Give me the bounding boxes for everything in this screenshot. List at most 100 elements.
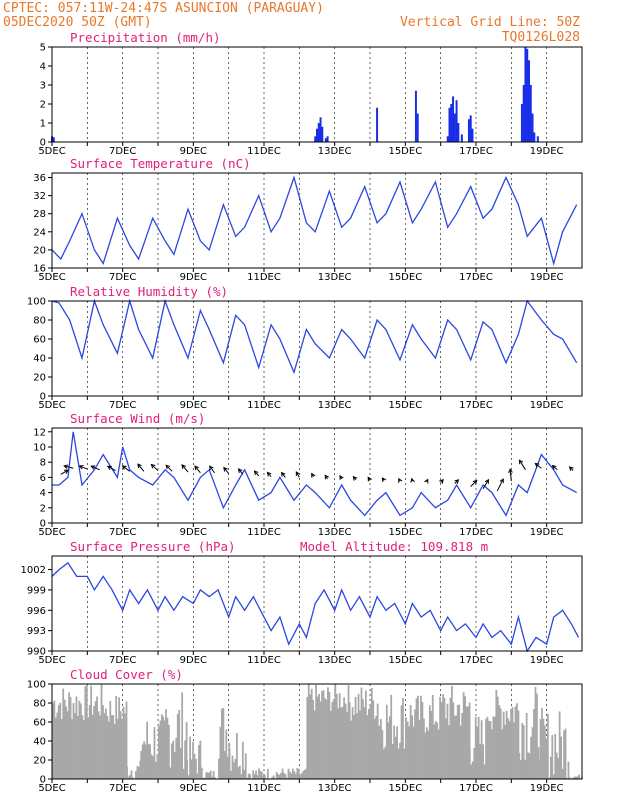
cloud-bar bbox=[53, 700, 56, 779]
wind-arrow bbox=[237, 468, 244, 475]
cloud-bar bbox=[427, 730, 430, 779]
y-tick-label: 24 bbox=[33, 227, 46, 238]
x-tick-label: 7DEC bbox=[109, 272, 136, 283]
cloud-bar bbox=[464, 696, 467, 779]
cloud-bar bbox=[496, 696, 499, 779]
cloud-bar bbox=[218, 758, 220, 779]
cloud-bar bbox=[184, 740, 186, 779]
cloud-bar bbox=[195, 758, 197, 779]
cloud-bar bbox=[474, 716, 477, 779]
cloud-bar bbox=[373, 718, 376, 779]
cloud-bar bbox=[102, 705, 104, 779]
wind-arrow-head bbox=[551, 464, 557, 470]
cloud-bar bbox=[87, 717, 90, 779]
cloud-bar bbox=[480, 720, 483, 779]
cloud-bar bbox=[380, 719, 382, 779]
cloud-bar bbox=[153, 727, 156, 779]
wind-arrow-head bbox=[137, 463, 142, 469]
cloud-bar bbox=[88, 705, 91, 779]
cloud-bar bbox=[272, 775, 275, 779]
wind-arrow-head bbox=[518, 459, 524, 465]
precip-bar bbox=[319, 117, 322, 142]
cloud-bar bbox=[234, 758, 237, 779]
wind-arrow-head bbox=[253, 470, 259, 476]
wind-arrow-shaft bbox=[509, 469, 512, 482]
cloud-bar bbox=[271, 776, 274, 779]
cloud-bar bbox=[557, 757, 560, 779]
x-tick-label: 19DEC bbox=[530, 783, 564, 794]
cloud-bar bbox=[99, 715, 101, 779]
cloud-bar bbox=[312, 699, 315, 779]
precip-bar bbox=[528, 60, 530, 142]
precip-bar bbox=[317, 123, 320, 142]
cloud-bar bbox=[502, 711, 505, 779]
cloud-bar bbox=[181, 692, 184, 779]
cloud-bar bbox=[94, 701, 97, 779]
cloud-bar bbox=[158, 725, 160, 779]
cloud-bar bbox=[318, 693, 320, 779]
cloud-bar bbox=[385, 704, 388, 779]
cloud-bar bbox=[473, 747, 476, 779]
cloud-bar bbox=[165, 709, 167, 779]
y-tick-label: 20 bbox=[33, 373, 46, 384]
cloud-bar bbox=[555, 752, 558, 779]
wind-arrow bbox=[60, 469, 69, 475]
cloud-bar bbox=[446, 703, 449, 779]
cloud-bar bbox=[116, 718, 119, 779]
cloud-bar bbox=[66, 711, 69, 779]
cloud-bar bbox=[492, 716, 495, 779]
cloud-bar bbox=[140, 750, 143, 779]
cloud-bar bbox=[360, 687, 363, 779]
wind-arrow bbox=[311, 472, 316, 478]
cloud-bar bbox=[554, 734, 557, 779]
precip-bar bbox=[526, 48, 529, 142]
wind-arrow-shaft bbox=[91, 465, 100, 471]
cloud-bar bbox=[453, 715, 456, 779]
y-tick-label: 0 bbox=[40, 775, 46, 786]
surface-pressure-frame bbox=[51, 555, 583, 652]
y-tick-label: 40 bbox=[33, 737, 46, 748]
cloud-bar bbox=[393, 725, 396, 779]
cloud-bar bbox=[283, 772, 285, 779]
cloud-bar bbox=[400, 705, 403, 779]
cloud-bar bbox=[259, 770, 262, 779]
cloud-bar bbox=[300, 773, 303, 779]
x-tick-label: 7DEC bbox=[109, 400, 136, 411]
relative-humidity-line bbox=[51, 298, 578, 375]
cloud-bar bbox=[467, 706, 469, 779]
wind-arrow bbox=[439, 478, 444, 484]
cloud-bar bbox=[488, 720, 490, 779]
cloud-bar bbox=[437, 729, 440, 779]
wind-arrow bbox=[398, 477, 403, 483]
cloud-bar bbox=[219, 726, 222, 779]
wind-arrow-head bbox=[64, 469, 69, 474]
cloud-bar bbox=[489, 721, 492, 779]
wind-arrow-head bbox=[568, 466, 574, 471]
wind-arrow-head bbox=[63, 464, 69, 469]
cloud-bar bbox=[524, 759, 527, 779]
cloud-bar bbox=[436, 722, 439, 779]
cloud-bar bbox=[214, 777, 217, 779]
cloud-bar bbox=[443, 697, 446, 779]
cloud-bar bbox=[119, 711, 122, 779]
cloud-bar bbox=[525, 712, 528, 779]
cloud-bar bbox=[290, 773, 293, 779]
cloud-bar bbox=[107, 721, 110, 779]
cloud-bar bbox=[384, 746, 387, 779]
relative-humidity-title: Relative Humidity (%) bbox=[70, 284, 228, 299]
y-tick-label: 993 bbox=[27, 626, 46, 637]
wind-arrow-head bbox=[311, 472, 316, 478]
cloud-bar bbox=[486, 716, 489, 779]
x-tick-label: 13DEC bbox=[318, 527, 352, 538]
wind-arrow-head bbox=[472, 479, 478, 485]
y-tick-label: 60 bbox=[33, 335, 46, 346]
wind-arrow bbox=[90, 465, 100, 471]
wind-arrow bbox=[367, 476, 372, 482]
cloud-bar bbox=[143, 741, 146, 779]
cloud-bar bbox=[196, 773, 199, 779]
cloud-bar bbox=[485, 718, 487, 779]
precip-bar bbox=[450, 104, 453, 142]
cloud-bar bbox=[564, 728, 567, 779]
x-tick-label: 19DEC bbox=[530, 272, 564, 283]
cloud-bar bbox=[172, 740, 175, 779]
